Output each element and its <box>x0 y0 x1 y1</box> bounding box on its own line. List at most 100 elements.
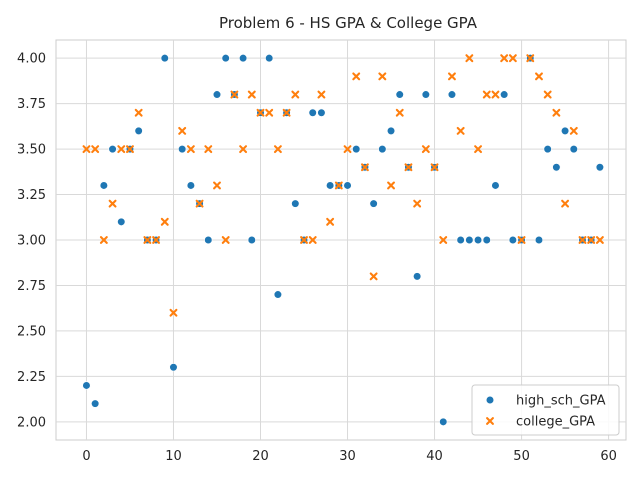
college-gpa-point <box>561 199 570 208</box>
college-gpa-point <box>491 90 500 99</box>
college-gpa-point <box>213 181 221 190</box>
college-gpa-point <box>160 217 169 226</box>
college-gpa-point <box>448 72 456 81</box>
college-gpa-point <box>117 145 126 154</box>
college-gpa-point <box>595 236 604 244</box>
college-gpa-point <box>578 236 587 244</box>
hs-gpa-point <box>247 235 256 245</box>
college-gpa-point <box>569 126 578 135</box>
college-gpa-point <box>413 199 422 208</box>
college-gpa-point <box>91 145 100 154</box>
hs-gpa-point <box>82 381 91 390</box>
college-gpa-point <box>352 72 361 81</box>
college-gpa-point <box>317 90 326 99</box>
x-tick-label: 0 <box>82 449 90 464</box>
college-gpa-point <box>169 308 178 317</box>
hs-gpa-point <box>273 290 283 299</box>
college-gpa-point <box>326 217 335 226</box>
college-gpa-point <box>134 108 143 117</box>
hs-gpa-point <box>500 90 509 99</box>
y-tick-label: 2.00 <box>17 415 46 430</box>
hs-gpa-point <box>508 235 517 245</box>
hs-gpa-point <box>134 126 143 136</box>
legend-box <box>471 384 620 436</box>
hs-gpa-point <box>160 54 169 63</box>
legend-marker-x <box>486 417 494 425</box>
y-tick-label: 2.25 <box>17 370 46 385</box>
hs-gpa-point <box>439 417 448 426</box>
hs-gpa-point <box>108 144 117 154</box>
college-gpa-point <box>82 145 91 154</box>
legend-marker-circle <box>485 395 495 405</box>
x-tick-label: 10 <box>165 449 182 464</box>
college-gpa-point <box>99 236 108 244</box>
hs-gpa-point <box>447 90 457 99</box>
x-axis-ticks: 0 10 20 30 40 50 60 <box>82 449 617 464</box>
college-gpa-point <box>108 199 117 208</box>
hs-gpa-point <box>386 126 396 136</box>
hs-gpa-point <box>473 235 483 245</box>
college-gpa-point <box>517 236 526 244</box>
college-gpa-point <box>152 236 161 244</box>
college-gpa-point <box>465 54 474 63</box>
y-axis-ticks: 2.00 2.25 2.50 2.75 3.00 3.25 3.50 3.75 4.00 <box>17 52 46 431</box>
y-tick-label: 3.00 <box>17 234 46 249</box>
hs-gpa-point <box>552 163 561 172</box>
hs-gpa-point <box>99 181 108 190</box>
hs-gpa-point <box>212 90 222 99</box>
college-gpa-point <box>195 199 204 208</box>
college-gpa-point <box>291 90 300 99</box>
y-tick-label: 4.00 <box>17 52 46 67</box>
college-gpa-point <box>343 145 352 154</box>
college-gpa-point <box>421 145 430 154</box>
x-tick-label: 20 <box>252 449 269 464</box>
hs-gpa-point <box>186 181 195 190</box>
hs-gpa-point <box>178 144 187 154</box>
y-tick-label: 3.50 <box>17 143 46 158</box>
college-gpa-point <box>265 108 274 117</box>
hs-gpa-point <box>482 235 491 245</box>
college-gpa-point <box>126 145 134 154</box>
college-gpa-point <box>439 236 448 244</box>
y-tick-label: 2.50 <box>17 324 46 339</box>
hs-gpa-point <box>421 90 430 99</box>
college-gpa-point <box>334 181 343 190</box>
hs-gpa-point <box>265 54 274 63</box>
hs-gpa-point <box>326 181 335 190</box>
hs-gpa-point <box>491 181 500 190</box>
hs-gpa-point <box>238 54 248 63</box>
legend-label: college_GPA <box>516 415 595 430</box>
hs-gpa-point <box>378 144 387 154</box>
hs-gpa-point <box>560 126 570 136</box>
x-tick-label: 40 <box>426 449 443 464</box>
hs-gpa-point <box>413 272 422 281</box>
hs-gpa-point <box>456 235 465 245</box>
hs-gpa-point <box>91 399 100 408</box>
college-gpa-point <box>552 108 561 117</box>
hs-gpa-point <box>595 163 604 172</box>
college-gpa-point <box>178 126 187 135</box>
y-tick-label: 2.75 <box>17 279 46 294</box>
legend-label: high_sch_GPA <box>516 394 606 409</box>
hs-gpa-point <box>352 144 361 154</box>
college-gpa-point <box>143 236 152 244</box>
college-gpa-point <box>247 90 256 99</box>
college-gpa-point <box>360 163 369 172</box>
hs-gpa-point <box>117 217 126 226</box>
college-gpa-point <box>404 163 413 172</box>
x-tick-label: 60 <box>600 449 617 464</box>
college-gpa-point <box>543 90 552 99</box>
college-gpa-point <box>387 181 395 190</box>
hs-gpa-point <box>221 54 230 63</box>
college-gpa-point <box>474 145 483 154</box>
y-tick-label: 3.25 <box>17 188 46 203</box>
hs-gpa-point <box>343 181 352 190</box>
chart-title: Problem 6 - HS GPA & College GPA <box>219 14 478 32</box>
college-gpa-point <box>456 126 465 135</box>
college-gpa-point <box>526 54 535 63</box>
hs-gpa-point <box>317 108 326 117</box>
y-tick-label: 3.75 <box>17 97 46 112</box>
college-gpa-point <box>378 72 387 81</box>
college-gpa-point <box>186 145 195 154</box>
